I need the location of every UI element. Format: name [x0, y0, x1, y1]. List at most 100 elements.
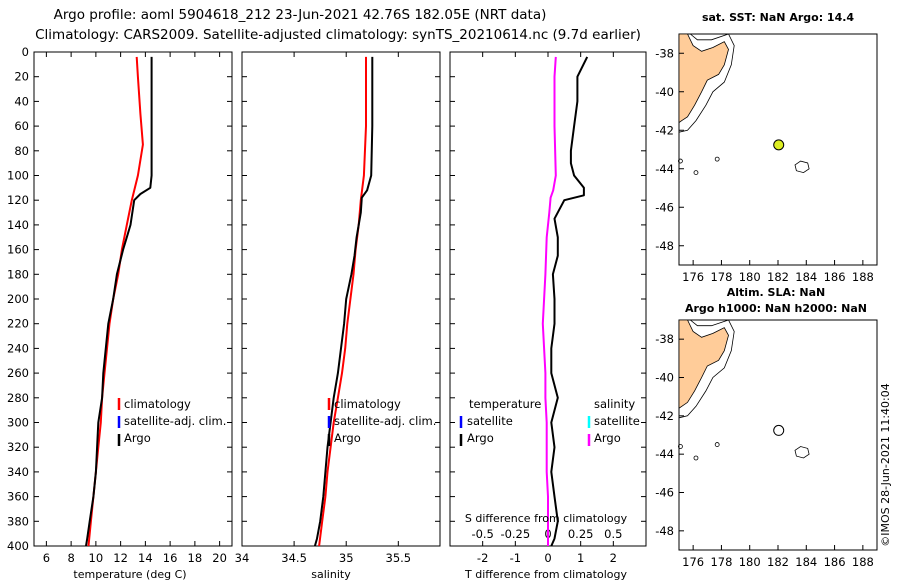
y-tick-label: 260	[7, 366, 29, 380]
legend-label-argo: Argo	[334, 431, 361, 445]
legend-label-s-satellite: satellite	[594, 414, 640, 428]
y-tick-label: 20	[14, 70, 29, 84]
plot-frame	[33, 51, 233, 547]
sst-map-title: sat. SST: NaN Argo: 14.4	[702, 11, 854, 24]
islet	[678, 158, 683, 164]
chatham-islands	[794, 446, 810, 459]
map-x-tick-label: 178	[710, 555, 732, 569]
difference-xlabel-top: S difference from climatology	[465, 512, 628, 525]
map-y-tick-label: -48	[655, 524, 674, 538]
y-tick-label: 100	[7, 169, 29, 183]
x-tick-label: -2	[477, 551, 488, 565]
map-y-tick-label: -38	[655, 332, 674, 346]
chatham-islands	[794, 160, 810, 174]
temperature-legend: climatology satellite-adj. clim. Argo	[117, 397, 226, 446]
y-tick-label: 140	[7, 218, 29, 232]
y-tick-label: 40	[14, 94, 29, 108]
x-tick-label: 35.5	[386, 551, 412, 565]
legend-label-s-argo: Argo	[594, 431, 621, 445]
temperature-difference-line	[550, 56, 589, 547]
difference-panel: -2 -1 0 1 2-0.5 -0.25 0 0.25 0.5	[449, 51, 647, 565]
y-tick-label: 200	[7, 292, 29, 306]
sla-map-title-line2: Argo h1000: NaN h2000: NaN	[685, 302, 867, 315]
map-x-tick-label: 184	[795, 555, 817, 569]
map-x-tick-label: 186	[824, 555, 846, 569]
land-north-island	[678, 319, 729, 409]
y-tick-label: 300	[7, 416, 29, 430]
y-tick-label: 180	[7, 267, 29, 281]
imos-credit: ©IMOS 28-Jun-2021 11:40:04	[879, 383, 892, 547]
x-tick-label: 6	[43, 551, 50, 565]
x-tick-label: 14	[138, 551, 153, 565]
temperature-panel: 6 8 10 12 14 16 18 2002040608010012014016018020…	[7, 45, 233, 565]
y-tick-label: 60	[14, 119, 29, 133]
title-line2: Climatology: CARS2009. Satellite-adjuste…	[35, 27, 641, 43]
x-tick-label: 20	[212, 551, 227, 565]
sst-map-panel: 176 178 180 182 184 186 188 -38 -40 -42 -44 -46 -48	[655, 33, 878, 284]
islet	[678, 444, 683, 449]
legend-title-salinity: salinity	[594, 397, 635, 411]
x-tick-label: 34	[235, 551, 250, 565]
legend-label-climatology: climatology	[124, 397, 191, 411]
difference-legend: temperature satellite Argo salinity sate…	[459, 397, 640, 446]
sla-map-panel: 176 178 180 182 184 186 188 -38 -40 -42 -44 -46 -48	[655, 319, 878, 569]
temperature-xlabel: temperature (deg C)	[73, 568, 186, 580]
x-tick-label: 18	[188, 551, 203, 565]
x-tick-label: 35	[339, 551, 354, 565]
map-y-tick-label: -38	[655, 46, 674, 60]
x-tick-label: 1	[577, 551, 584, 565]
x-tick-label-top: 0.25	[568, 527, 594, 541]
islet	[693, 170, 699, 176]
y-tick-label: 0	[22, 45, 29, 59]
map-y-tick-label: -42	[655, 123, 674, 137]
map-x-tick-label: 188	[852, 555, 874, 569]
map-x-tick-label: 184	[795, 270, 817, 284]
map-y-tick-label: -46	[655, 486, 674, 500]
x-tick-label-top: -0.25	[500, 527, 530, 541]
y-tick-label: 340	[7, 465, 29, 479]
x-tick-label: 34.5	[281, 551, 307, 565]
salinity-climatology-line	[318, 56, 367, 547]
argo-position-marker	[773, 139, 785, 151]
map-y-tick-label: -40	[655, 371, 674, 385]
map-y-tick-label: -46	[655, 200, 674, 214]
y-tick-label: 80	[14, 144, 29, 158]
salinity-argo-line	[313, 56, 374, 547]
x-tick-label-top: -0.5	[471, 527, 493, 541]
y-tick-label: 120	[7, 193, 29, 207]
legend-title-temperature: temperature	[469, 397, 541, 411]
x-tick-label: -1	[510, 551, 521, 565]
map-x-tick-label: 176	[682, 555, 704, 569]
y-tick-label: 280	[7, 391, 29, 405]
legend-label-satellite: satellite-adj. clim.	[334, 414, 436, 428]
map-y-tick-label: -40	[655, 85, 674, 99]
legend-label-t-argo: Argo	[467, 431, 494, 445]
x-tick-label: 2	[610, 551, 617, 565]
islet	[714, 442, 720, 447]
y-tick-label: 400	[7, 539, 29, 553]
title-line1: Argo profile: aoml 5904618_212 23-Jun-20…	[54, 7, 547, 23]
x-tick-label-top: 0.5	[604, 527, 622, 541]
salinity-legend: climatology satellite-adj. clim. Argo	[327, 397, 436, 446]
y-tick-label: 320	[7, 440, 29, 454]
map-x-tick-label: 178	[710, 270, 732, 284]
y-tick-label: 360	[7, 490, 29, 504]
x-tick-label: 10	[89, 551, 104, 565]
islet	[693, 455, 699, 461]
legend-label-climatology: climatology	[334, 397, 401, 411]
temperature-argo-line	[85, 56, 153, 547]
legend-label-t-satellite: satellite	[467, 414, 513, 428]
salinity-panel: 34 34.5 35 35.5	[235, 51, 441, 565]
map-x-tick-label: 186	[824, 270, 846, 284]
plot-frame	[449, 51, 647, 547]
y-tick-label: 220	[7, 317, 29, 331]
map-x-tick-label: 182	[767, 270, 789, 284]
map-y-tick-label: -44	[655, 447, 674, 461]
salinity-xlabel: salinity	[311, 568, 351, 580]
map-x-tick-label: 182	[767, 555, 789, 569]
land-north-island	[678, 33, 729, 124]
argo-position-marker	[773, 424, 785, 436]
x-tick-label: 8	[67, 551, 74, 565]
difference-xlabel: T difference from climatology	[464, 568, 627, 580]
